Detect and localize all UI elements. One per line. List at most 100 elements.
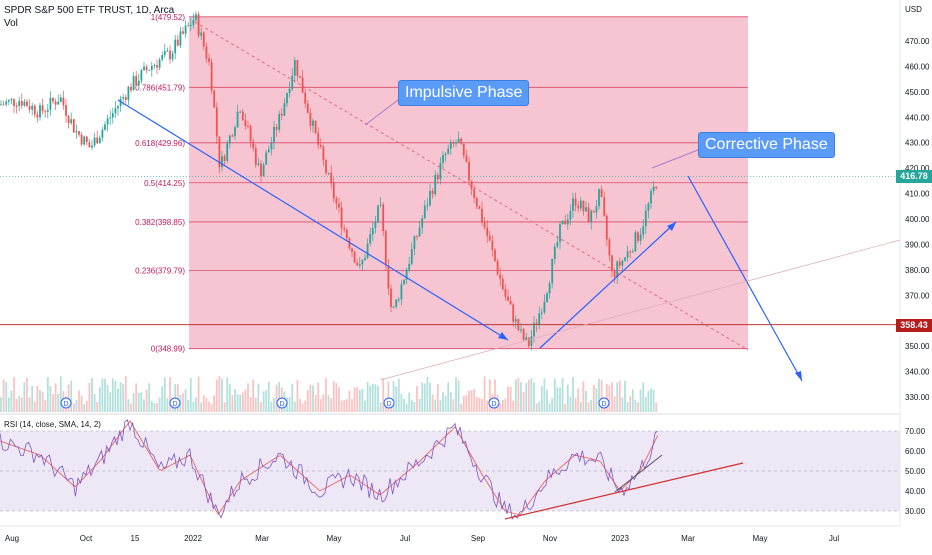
volume-bar — [618, 380, 621, 412]
candle-body — [592, 211, 595, 213]
volume-bar — [647, 390, 650, 412]
volume-bar — [182, 393, 184, 412]
volume-bar — [501, 399, 504, 412]
volume-bar — [397, 378, 400, 412]
candle-body — [421, 218, 424, 228]
candle-body — [345, 229, 348, 239]
volume-bar — [23, 382, 26, 412]
impulse-arrowhead — [498, 332, 508, 340]
candle-body — [226, 143, 229, 161]
volume-bar — [28, 397, 31, 412]
candle-body — [117, 105, 119, 109]
volume-bar — [137, 392, 140, 412]
candle-body — [202, 32, 205, 47]
fib-label: 0.618(429.96) — [135, 139, 185, 148]
candle-body — [314, 120, 317, 134]
candle-body — [553, 246, 556, 259]
candle-body — [509, 300, 512, 305]
volume-bar — [231, 394, 234, 412]
volume-bar — [319, 399, 322, 412]
candle-body — [130, 86, 132, 91]
volume-bar — [364, 400, 366, 412]
candle-body — [39, 105, 41, 118]
candle-body — [96, 137, 99, 144]
candle-body — [431, 190, 434, 195]
candle-body — [7, 99, 10, 102]
candle-body — [171, 53, 174, 60]
candle-body — [283, 103, 286, 116]
candle-body — [184, 25, 187, 34]
candle-body — [525, 337, 528, 340]
volume-bar — [309, 384, 312, 412]
candle-body — [488, 235, 491, 241]
volume-bar — [70, 380, 73, 412]
candle-body — [174, 39, 177, 54]
candle-body — [262, 164, 265, 177]
volume-bar — [156, 403, 158, 412]
volume-bar — [109, 392, 112, 412]
volume-bar — [379, 402, 382, 412]
candle-body — [325, 160, 327, 174]
time-axis-tick: Nov — [543, 534, 557, 543]
volume-bar — [205, 397, 208, 412]
impulsive-phase-label[interactable]: Impulsive Phase — [398, 80, 530, 106]
candle-body — [200, 32, 203, 36]
volume-bar — [473, 388, 476, 412]
candle-body — [335, 198, 338, 204]
volume-bar — [98, 387, 101, 412]
corrective-phase-label[interactable]: Corrective Phase — [698, 132, 835, 158]
dividend-marker — [169, 397, 181, 409]
volume-bar — [447, 382, 450, 412]
candle-body — [286, 93, 288, 104]
volume-bar — [288, 397, 291, 412]
volume-bar — [395, 386, 398, 412]
volume-bar — [41, 391, 44, 412]
volume-bar — [431, 394, 434, 412]
volume-bar — [197, 376, 200, 412]
candle-body — [631, 251, 634, 253]
candle-body — [179, 31, 182, 46]
volume-bar — [332, 381, 335, 412]
candle-body — [642, 226, 645, 235]
candle-body — [621, 260, 624, 266]
candle-body — [28, 106, 31, 110]
volume-bar — [132, 393, 135, 412]
volume-bar — [592, 384, 595, 412]
volume-bar — [644, 397, 647, 412]
candle-body — [382, 204, 385, 232]
price-axis-tick: 350.00 — [905, 342, 930, 351]
volume-bar — [124, 376, 127, 412]
rsi-axis-tick: 30.00 — [905, 507, 926, 516]
candle-body — [5, 101, 8, 105]
volume-bar — [475, 396, 478, 412]
candle-body — [551, 258, 554, 284]
volume-bar — [106, 385, 109, 412]
volume-bar — [470, 390, 473, 412]
volume-label[interactable]: Vol — [4, 18, 18, 29]
longterm-line — [379, 239, 901, 381]
volume-bar — [273, 397, 275, 412]
volume-bar — [403, 398, 405, 412]
volume-bar — [236, 394, 239, 412]
candle-body — [304, 92, 307, 104]
candle-body — [309, 112, 312, 126]
volume-bar — [244, 389, 247, 412]
candle-body — [275, 126, 278, 130]
symbol-title[interactable]: SPDR S&P 500 ETF TRUST, 1D, Arca — [4, 5, 175, 16]
time-axis-tick: 2023 — [611, 534, 629, 543]
volume-bar — [241, 392, 244, 412]
candle-body — [241, 111, 244, 121]
volume-bar — [374, 384, 377, 412]
candle-body — [192, 19, 195, 25]
dividend-marker-label: D — [172, 401, 177, 408]
dividend-marker-label: D — [386, 401, 391, 408]
price-axis-tick: 470.00 — [905, 37, 930, 46]
volume-bar — [330, 398, 333, 412]
volume-bar — [343, 399, 346, 412]
impulse-trendline — [117, 99, 509, 341]
candle-body — [317, 133, 320, 146]
candle-body — [153, 65, 156, 67]
volume-bar — [18, 396, 21, 412]
candle-body — [405, 269, 408, 280]
volume-bar — [382, 378, 385, 412]
